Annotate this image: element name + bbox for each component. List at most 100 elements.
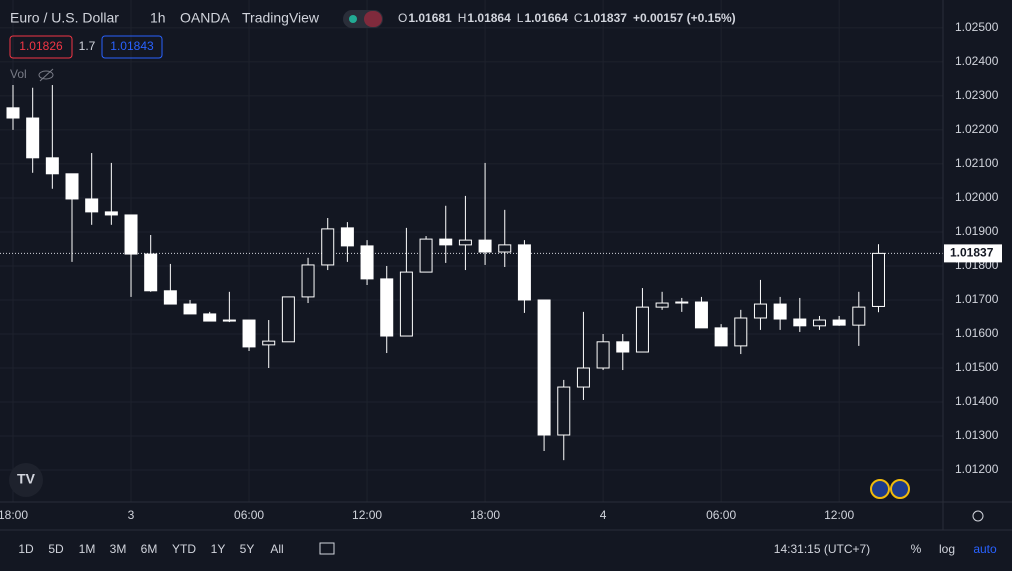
source: TradingView [242, 10, 320, 26]
range-button[interactable]: 5D [48, 542, 64, 556]
candle-body [163, 290, 177, 305]
range-button[interactable]: 1D [18, 542, 34, 556]
volume-label: Vol [10, 67, 27, 81]
y-tick-label: 1.01500 [955, 360, 999, 374]
log-toggle[interactable]: log [939, 542, 955, 556]
x-tick-label: 4 [600, 508, 607, 522]
candle-body [124, 214, 138, 255]
y-tick-label: 1.01200 [955, 462, 999, 476]
x-tick-label: 12:00 [824, 508, 854, 522]
range-button[interactable]: 3M [110, 542, 127, 556]
y-tick-label: 1.01900 [955, 224, 999, 238]
candle-body [45, 157, 59, 175]
range-button[interactable]: 1Y [211, 542, 226, 556]
candle-body [340, 227, 354, 247]
y-tick-label: 1.02300 [955, 88, 999, 102]
candle-body [537, 299, 551, 436]
y-tick-label: 1.01700 [955, 292, 999, 306]
y-tick-label: 1.02400 [955, 54, 999, 68]
ohlc-value: 1.01864 [467, 11, 511, 25]
candle-body [871, 252, 885, 307]
x-tick-label: 18:00 [470, 508, 500, 522]
candle-body [753, 303, 767, 319]
candle-body [26, 117, 40, 159]
y-tick-label: 1.02200 [955, 122, 999, 136]
candle-body [852, 306, 866, 326]
y-tick-label: 1.02500 [955, 20, 999, 34]
candle-body [812, 319, 826, 327]
candle-body [616, 341, 630, 353]
compare-icon[interactable] [319, 542, 335, 555]
range-button[interactable]: 1M [79, 542, 96, 556]
auto-toggle[interactable]: auto [973, 542, 997, 556]
candle-body [793, 318, 807, 327]
candle-body [734, 317, 748, 347]
percent-toggle[interactable]: % [911, 542, 922, 556]
candle-body [714, 327, 728, 347]
range-button[interactable]: 5Y [240, 542, 255, 556]
axes: 1.02500 1.02400 1.02300 1.02200 1.02100 1.020… [0, 20, 1002, 522]
logo[interactable]: TV [9, 463, 43, 497]
candle-body [832, 319, 846, 326]
candle-body [478, 239, 492, 253]
hide-icon[interactable] [38, 68, 54, 82]
ohlc-key: O [398, 11, 407, 25]
candle-body [419, 238, 433, 273]
range-button[interactable]: YTD [172, 542, 196, 556]
bid[interactable]: 1.01826 [19, 39, 63, 53]
x-tick-label: 18:00 [0, 508, 28, 522]
symbol[interactable]: Euro / U.S. Dollar [10, 10, 119, 26]
ohlc-value: 1.01664 [524, 11, 568, 25]
bid-box[interactable] [9, 35, 73, 59]
settings-icon[interactable] [972, 510, 984, 522]
x-tick-label: 06:00 [234, 508, 264, 522]
candle-body [144, 253, 158, 292]
candle-body [498, 244, 512, 253]
status-icon [364, 11, 382, 27]
candle-body [281, 296, 295, 343]
range-button[interactable]: 6M [141, 542, 158, 556]
change: +0.00157 (+0.15%) [633, 11, 736, 25]
ask-box[interactable] [101, 35, 163, 59]
ohlc-key: C [574, 11, 583, 25]
candle-body [773, 303, 787, 320]
clock[interactable]: 14:31:15 (UTC+7) [774, 542, 870, 556]
y-tick-label: 1.02100 [955, 156, 999, 170]
candle-body [380, 278, 394, 337]
ask[interactable]: 1.01843 [110, 39, 154, 53]
candle-body [301, 264, 315, 298]
y-tick-label: 1.01600 [955, 326, 999, 340]
status-dot [349, 15, 357, 23]
interval[interactable]: 1h [150, 10, 166, 26]
toolbar: 14:31:15 (UTC+7) % log auto 1D 5D 1M 3M 6M YT… [18, 542, 997, 556]
spread: 1.7 [79, 39, 96, 53]
event-icons[interactable] [870, 479, 910, 499]
x-tick-label: 06:00 [706, 508, 736, 522]
candle-body [6, 107, 20, 119]
candles [6, 85, 885, 461]
candle-body [262, 340, 276, 346]
x-tick-label: 12:00 [352, 508, 382, 522]
candle-body [203, 313, 217, 322]
candle-body [321, 228, 335, 266]
x-tick-label: 3 [128, 508, 135, 522]
range-button[interactable]: All [270, 542, 283, 556]
ohlc-key: L [517, 11, 524, 25]
y-tick-label: 1.01300 [955, 428, 999, 442]
candle-body [360, 245, 374, 280]
candle-body [517, 244, 531, 301]
y-tick-label: 1.01400 [955, 394, 999, 408]
candle-body [655, 302, 669, 308]
y-tick-label: 1.02000 [955, 190, 999, 204]
ohlc-value: 1.01837 [584, 11, 628, 25]
candle-body [85, 198, 99, 213]
candle-body [635, 306, 649, 353]
candle-body [675, 301, 689, 304]
candle-body [557, 386, 571, 436]
ohlc-key: H [458, 11, 467, 25]
ohlc-value: 1.01681 [408, 11, 452, 25]
last-price-tag [944, 244, 1002, 263]
